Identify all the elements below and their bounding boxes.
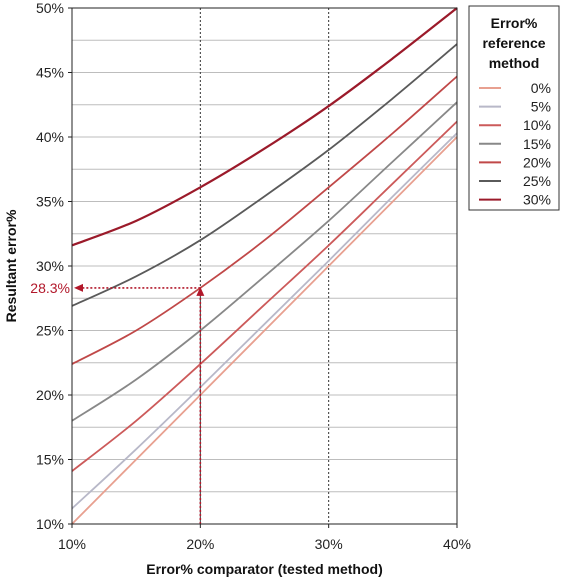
x-tick-label: 30%	[315, 536, 343, 552]
legend-label: 10%	[523, 117, 551, 133]
legend-label: 15%	[523, 136, 551, 152]
annotation-arrow-left	[74, 283, 83, 292]
legend-title-line: reference	[482, 35, 545, 51]
y-tick-label: 20%	[36, 387, 64, 403]
annotation-arrow-up	[196, 286, 205, 296]
legend-label: 5%	[531, 99, 551, 115]
legend-title-line: method	[489, 55, 540, 71]
y-axis-title: Resultant error%	[3, 209, 19, 322]
chart-grid	[71, 8, 458, 524]
series-line-30pct	[71, 7, 458, 247]
legend-box	[468, 5, 560, 211]
x-tick-label: 10%	[58, 536, 86, 552]
legend-title-line: Error%	[491, 15, 538, 31]
legend-label: 30%	[523, 192, 551, 208]
y-tick-label: 45%	[36, 65, 64, 81]
series-line-10pct	[71, 120, 458, 472]
legend-label: 0%	[531, 80, 551, 96]
series-line-0pct	[71, 136, 458, 525]
y-tick-label: 10%	[36, 516, 64, 532]
legend-label: 20%	[523, 154, 551, 170]
y-tick-label: 50%	[36, 0, 64, 16]
y-tick-label: 30%	[36, 258, 64, 274]
series-line-25pct	[71, 43, 458, 307]
series-line-15pct	[71, 101, 458, 422]
annotation-label: 28.3%	[30, 280, 70, 296]
series-line-20pct	[71, 75, 458, 365]
chart-annotation: 28.3%	[22, 277, 205, 524]
chart-series	[71, 7, 458, 525]
x-tick-label: 20%	[186, 536, 214, 552]
legend-label: 25%	[523, 173, 551, 189]
x-tick-label: 40%	[443, 536, 471, 552]
y-tick-label: 35%	[36, 194, 64, 210]
y-tick-label: 25%	[36, 323, 64, 339]
legend: Error% reference method 0% 5% 10% 15% 20% 25% 30%	[468, 5, 560, 211]
series-line-5pct	[71, 132, 458, 510]
x-axis-title: Error% comparator (tested method)	[146, 561, 382, 577]
y-tick-label: 40%	[36, 129, 64, 145]
annotation-label-bg	[22, 277, 68, 298]
y-tick-label: 15%	[36, 452, 64, 468]
axis-ticks: 10% 15% 20% 25% 30% 35% 40% 45% 50% 10% 20% 30% 40%	[36, 0, 471, 552]
